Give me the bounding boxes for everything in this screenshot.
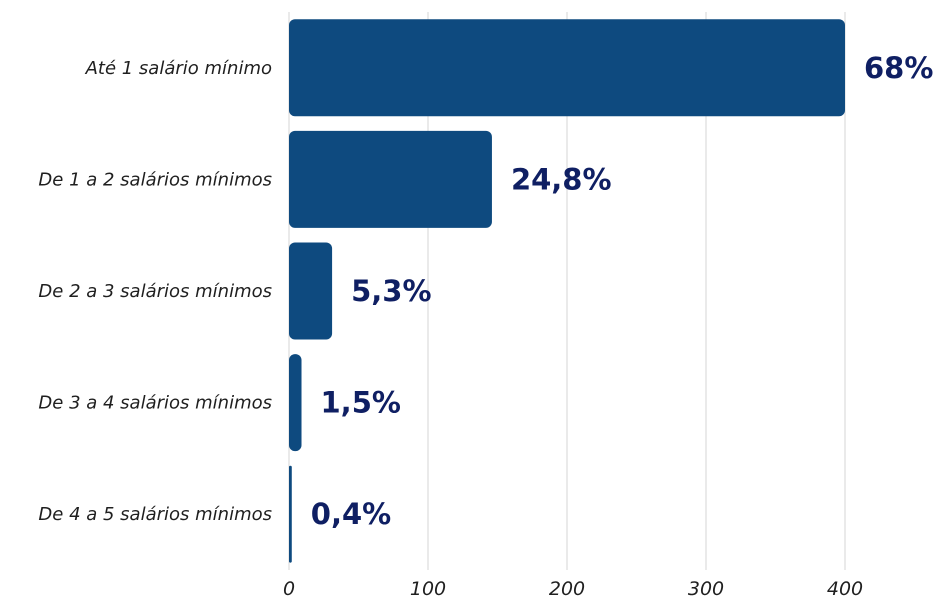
- bar-4: [289, 465, 292, 563]
- tick-layer: 0 100 200 300 400: [283, 578, 863, 600]
- x-tick-label-0: 0: [283, 578, 295, 600]
- bar-2: [289, 242, 333, 340]
- bar-3: [289, 354, 302, 452]
- category-label-2: De 2 a 3 salários mínimos: [38, 281, 272, 302]
- category-label-1: De 1 a 2 salários mínimos: [38, 169, 272, 190]
- bar-layer: [289, 19, 845, 563]
- category-label-0: Até 1 salário mínimo: [85, 58, 272, 79]
- bar-0: [289, 19, 845, 117]
- data-label-3: 1,5%: [321, 386, 401, 420]
- data-label-1: 24,8%: [511, 162, 612, 196]
- x-tick-label-4: 400: [827, 578, 863, 600]
- x-tick-label-3: 300: [688, 578, 724, 600]
- x-tick-label-2: 200: [549, 578, 585, 600]
- x-tick-label-1: 100: [410, 578, 446, 600]
- data-label-0: 68%: [864, 51, 933, 85]
- label-layer: Até 1 salário mínimo 68% De 1 a 2 salários…: [38, 51, 933, 531]
- data-label-4: 0,4%: [311, 497, 391, 531]
- category-label-4: De 4 a 5 salários mínimos: [38, 504, 272, 525]
- bar-1: [289, 130, 492, 228]
- category-label-3: De 3 a 4 salários mínimos: [38, 393, 272, 414]
- data-label-2: 5,3%: [351, 274, 431, 308]
